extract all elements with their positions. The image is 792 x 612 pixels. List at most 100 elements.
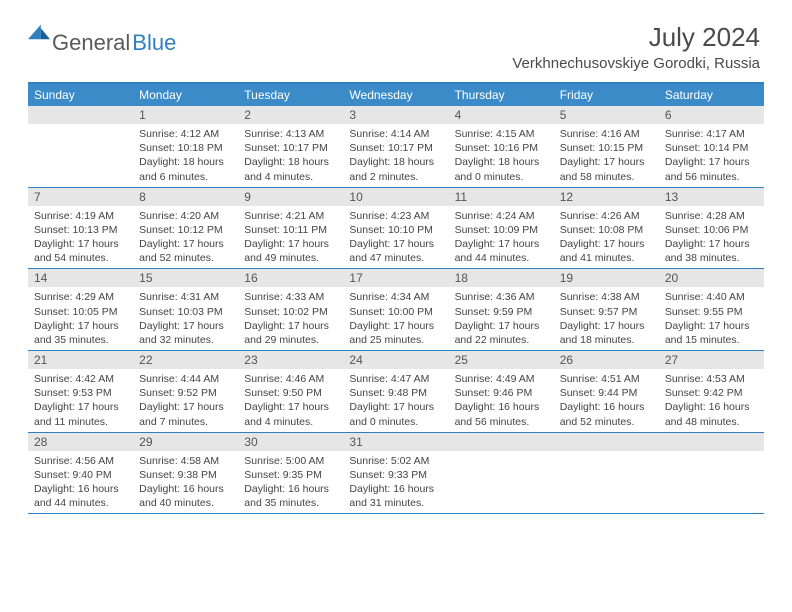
sunrise-text: Sunrise: 4:12 AM [139,127,232,141]
daylight-text: Daylight: 17 hours and 4 minutes. [244,400,337,428]
sunrise-text: Sunrise: 4:49 AM [455,372,548,386]
sunrise-text: Sunrise: 4:23 AM [349,209,442,223]
daylight-text: Daylight: 16 hours and 31 minutes. [349,482,442,510]
day-cell: 27Sunrise: 4:53 AMSunset: 9:42 PMDayligh… [659,351,764,432]
day-number: 1 [133,106,238,124]
dow-friday: Friday [554,84,659,106]
daylight-text: Daylight: 17 hours and 56 minutes. [665,155,758,183]
daylight-text: Daylight: 17 hours and 52 minutes. [139,237,232,265]
day-cell: 8Sunrise: 4:20 AMSunset: 10:12 PMDayligh… [133,188,238,269]
sunset-text: Sunset: 9:50 PM [244,386,337,400]
daylight-text: Daylight: 16 hours and 52 minutes. [560,400,653,428]
sunset-text: Sunset: 9:59 PM [455,305,548,319]
day-number: 13 [659,188,764,206]
day-number: 12 [554,188,659,206]
brand-word1: General [52,30,130,56]
day-number: 23 [238,351,343,369]
day-cell: 19Sunrise: 4:38 AMSunset: 9:57 PMDayligh… [554,269,659,350]
day-cell: 25Sunrise: 4:49 AMSunset: 9:46 PMDayligh… [449,351,554,432]
day-number: 20 [659,269,764,287]
day-details: Sunrise: 4:14 AMSunset: 10:17 PMDaylight… [343,124,448,187]
sunrise-text: Sunrise: 4:40 AM [665,290,758,304]
sunrise-text: Sunrise: 4:31 AM [139,290,232,304]
day-details: Sunrise: 4:26 AMSunset: 10:08 PMDaylight… [554,206,659,269]
sunset-text: Sunset: 10:02 PM [244,305,337,319]
day-cell: 2Sunrise: 4:13 AMSunset: 10:17 PMDayligh… [238,106,343,187]
day-cell: 31Sunrise: 5:02 AMSunset: 9:33 PMDayligh… [343,433,448,514]
day-cell: 5Sunrise: 4:16 AMSunset: 10:15 PMDayligh… [554,106,659,187]
location: Verkhnechusovskiye Gorodki, Russia [512,55,760,72]
sunset-text: Sunset: 10:17 PM [244,141,337,155]
sunrise-text: Sunrise: 5:02 AM [349,454,442,468]
day-cell [449,433,554,514]
day-number: 10 [343,188,448,206]
sunrise-text: Sunrise: 4:46 AM [244,372,337,386]
day-number: 29 [133,433,238,451]
day-details: Sunrise: 4:21 AMSunset: 10:11 PMDaylight… [238,206,343,269]
day-details: Sunrise: 5:00 AMSunset: 9:35 PMDaylight:… [238,451,343,514]
day-details: Sunrise: 4:31 AMSunset: 10:03 PMDaylight… [133,287,238,350]
sunrise-text: Sunrise: 5:00 AM [244,454,337,468]
day-details: Sunrise: 4:29 AMSunset: 10:05 PMDaylight… [28,287,133,350]
daylight-text: Daylight: 17 hours and 49 minutes. [244,237,337,265]
sunrise-text: Sunrise: 4:53 AM [665,372,758,386]
day-number: 15 [133,269,238,287]
sunset-text: Sunset: 9:44 PM [560,386,653,400]
daylight-text: Daylight: 17 hours and 41 minutes. [560,237,653,265]
dow-tuesday: Tuesday [238,84,343,106]
daylight-text: Daylight: 17 hours and 15 minutes. [665,319,758,347]
day-number: 22 [133,351,238,369]
daylight-text: Daylight: 18 hours and 0 minutes. [455,155,548,183]
day-details: Sunrise: 4:19 AMSunset: 10:13 PMDaylight… [28,206,133,269]
day-details: Sunrise: 4:46 AMSunset: 9:50 PMDaylight:… [238,369,343,432]
daylight-text: Daylight: 16 hours and 48 minutes. [665,400,758,428]
day-cell: 28Sunrise: 4:56 AMSunset: 9:40 PMDayligh… [28,433,133,514]
day-details: Sunrise: 4:33 AMSunset: 10:02 PMDaylight… [238,287,343,350]
sunrise-text: Sunrise: 4:33 AM [244,290,337,304]
daylight-text: Daylight: 16 hours and 44 minutes. [34,482,127,510]
sunrise-text: Sunrise: 4:29 AM [34,290,127,304]
day-cell: 20Sunrise: 4:40 AMSunset: 9:55 PMDayligh… [659,269,764,350]
day-cell: 23Sunrise: 4:46 AMSunset: 9:50 PMDayligh… [238,351,343,432]
day-cell: 17Sunrise: 4:34 AMSunset: 10:00 PMDaylig… [343,269,448,350]
day-details: Sunrise: 4:23 AMSunset: 10:10 PMDaylight… [343,206,448,269]
sunrise-text: Sunrise: 4:13 AM [244,127,337,141]
dow-sunday: Sunday [28,84,133,106]
daylight-text: Daylight: 17 hours and 32 minutes. [139,319,232,347]
sunrise-text: Sunrise: 4:47 AM [349,372,442,386]
day-details: Sunrise: 4:24 AMSunset: 10:09 PMDaylight… [449,206,554,269]
day-number: 18 [449,269,554,287]
day-details: Sunrise: 4:47 AMSunset: 9:48 PMDaylight:… [343,369,448,432]
sunrise-text: Sunrise: 4:15 AM [455,127,548,141]
day-number: 17 [343,269,448,287]
day-number: 19 [554,269,659,287]
day-number: 9 [238,188,343,206]
day-number: 8 [133,188,238,206]
day-cell: 11Sunrise: 4:24 AMSunset: 10:09 PMDaylig… [449,188,554,269]
sunrise-text: Sunrise: 4:34 AM [349,290,442,304]
day-details: Sunrise: 4:36 AMSunset: 9:59 PMDaylight:… [449,287,554,350]
day-number: 21 [28,351,133,369]
daylight-text: Daylight: 16 hours and 35 minutes. [244,482,337,510]
day-cell: 14Sunrise: 4:29 AMSunset: 10:05 PMDaylig… [28,269,133,350]
day-details: Sunrise: 4:16 AMSunset: 10:15 PMDaylight… [554,124,659,187]
daylight-text: Daylight: 17 hours and 29 minutes. [244,319,337,347]
sunset-text: Sunset: 10:13 PM [34,223,127,237]
day-details: Sunrise: 4:58 AMSunset: 9:38 PMDaylight:… [133,451,238,514]
day-cell: 7Sunrise: 4:19 AMSunset: 10:13 PMDayligh… [28,188,133,269]
week-row: 21Sunrise: 4:42 AMSunset: 9:53 PMDayligh… [28,351,764,433]
day-number: 25 [449,351,554,369]
sunrise-text: Sunrise: 4:58 AM [139,454,232,468]
sunset-text: Sunset: 9:38 PM [139,468,232,482]
daylight-text: Daylight: 17 hours and 44 minutes. [455,237,548,265]
sunrise-text: Sunrise: 4:26 AM [560,209,653,223]
day-details: Sunrise: 4:49 AMSunset: 9:46 PMDaylight:… [449,369,554,432]
sunset-text: Sunset: 9:53 PM [34,386,127,400]
day-details: Sunrise: 4:38 AMSunset: 9:57 PMDaylight:… [554,287,659,350]
header: General Blue July 2024 Verkhnechusovskiy… [0,0,792,78]
day-cell: 18Sunrise: 4:36 AMSunset: 9:59 PMDayligh… [449,269,554,350]
sunset-text: Sunset: 10:15 PM [560,141,653,155]
daylight-text: Daylight: 17 hours and 0 minutes. [349,400,442,428]
daylight-text: Daylight: 17 hours and 35 minutes. [34,319,127,347]
day-number: 24 [343,351,448,369]
